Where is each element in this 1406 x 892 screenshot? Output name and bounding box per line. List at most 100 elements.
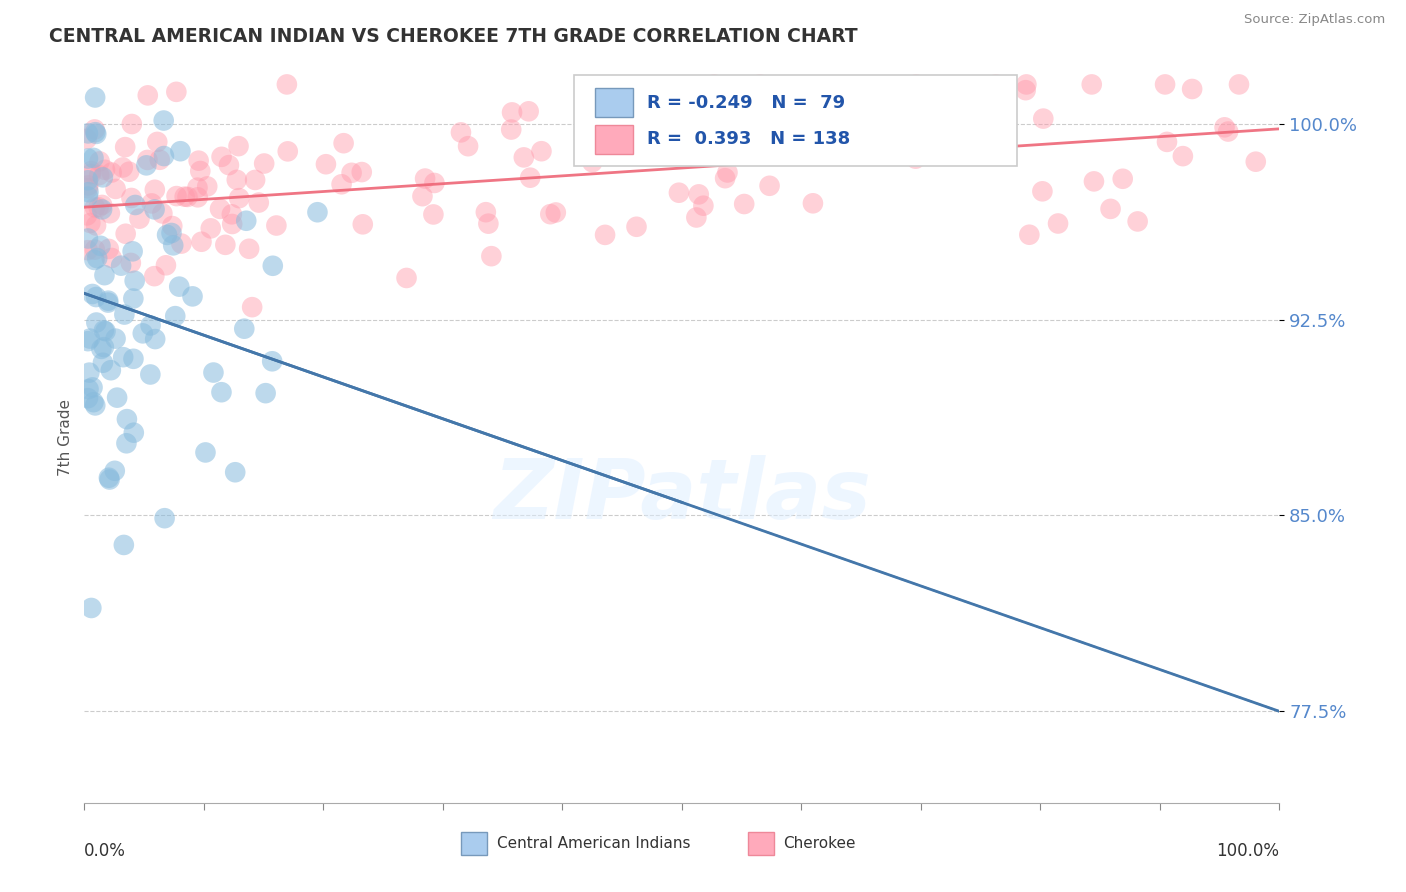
- Point: [100, 363, 122, 377]
- Point: [86, 316, 108, 330]
- Point: [188, 164, 211, 178]
- Point: [773, 128, 796, 142]
- Text: ZIPatlas: ZIPatlas: [494, 455, 870, 536]
- Point: [110, 259, 132, 273]
- Point: [89, 154, 111, 169]
- Point: [1099, 202, 1122, 216]
- Point: [97, 471, 120, 485]
- Point: [1171, 149, 1194, 163]
- Point: [181, 289, 204, 303]
- Point: [411, 189, 433, 203]
- Point: [211, 150, 233, 164]
- Point: [112, 538, 135, 552]
- Point: [1181, 82, 1204, 96]
- Point: [77, 391, 100, 405]
- Point: [97, 293, 120, 308]
- Point: [128, 211, 150, 226]
- Point: [195, 179, 218, 194]
- Point: [93, 323, 115, 337]
- Point: [716, 165, 738, 179]
- Point: [93, 268, 115, 282]
- Point: [97, 295, 120, 310]
- Point: [77, 231, 100, 245]
- Point: [315, 157, 337, 171]
- Point: [139, 318, 162, 333]
- Point: [243, 173, 266, 187]
- Point: [104, 464, 127, 478]
- Point: [120, 191, 142, 205]
- Point: [581, 155, 603, 169]
- Point: [422, 207, 444, 221]
- Point: [668, 186, 690, 200]
- Text: R = -0.249   N =  79: R = -0.249 N = 79: [647, 94, 845, 112]
- Point: [685, 211, 707, 225]
- Point: [153, 149, 176, 163]
- Point: [692, 199, 714, 213]
- Point: [173, 189, 195, 203]
- Point: [844, 78, 866, 93]
- Point: [240, 300, 263, 314]
- Point: [395, 271, 418, 285]
- Point: [143, 269, 166, 284]
- Point: [748, 78, 770, 92]
- Point: [457, 139, 479, 153]
- Point: [828, 100, 851, 114]
- Point: [169, 145, 191, 159]
- Point: [104, 182, 127, 196]
- Point: [91, 202, 114, 217]
- Point: [1014, 83, 1036, 97]
- Point: [1126, 214, 1149, 228]
- Point: [84, 125, 107, 139]
- Point: [932, 110, 955, 124]
- Point: [162, 219, 184, 233]
- Point: [160, 226, 183, 240]
- Point: [111, 161, 134, 175]
- Point: [141, 196, 163, 211]
- Y-axis label: 7th Grade: 7th Grade: [58, 399, 73, 475]
- Point: [477, 217, 499, 231]
- Point: [153, 511, 176, 525]
- Point: [77, 382, 100, 396]
- Point: [122, 425, 145, 440]
- Point: [112, 350, 135, 364]
- Point: [120, 256, 142, 270]
- Point: [1244, 154, 1267, 169]
- Point: [479, 249, 502, 263]
- Point: [77, 127, 100, 141]
- Point: [1112, 171, 1135, 186]
- FancyBboxPatch shape: [595, 125, 633, 154]
- Text: Source: ZipAtlas.com: Source: ZipAtlas.com: [1244, 13, 1385, 27]
- Point: [714, 171, 737, 186]
- Text: 100.0%: 100.0%: [1216, 842, 1279, 860]
- Text: Cherokee: Cherokee: [783, 837, 856, 851]
- Point: [166, 189, 188, 203]
- Text: R =  0.393   N = 138: R = 0.393 N = 138: [647, 130, 851, 148]
- Point: [984, 78, 1007, 92]
- Point: [235, 213, 257, 227]
- Point: [83, 243, 105, 257]
- Point: [211, 385, 233, 400]
- Point: [156, 227, 179, 242]
- Text: 0.0%: 0.0%: [84, 842, 127, 860]
- Text: Central American Indians: Central American Indians: [496, 837, 690, 851]
- Point: [330, 178, 353, 192]
- Point: [897, 136, 920, 151]
- Point: [228, 191, 250, 205]
- Point: [167, 279, 190, 293]
- Point: [187, 153, 209, 168]
- Point: [86, 251, 108, 265]
- Point: [82, 395, 104, 409]
- Point: [513, 150, 536, 164]
- Point: [114, 140, 136, 154]
- Point: [146, 135, 169, 149]
- Point: [155, 258, 177, 272]
- Point: [84, 219, 107, 233]
- Point: [233, 321, 256, 335]
- Point: [247, 195, 270, 210]
- Point: [79, 332, 101, 346]
- Point: [221, 207, 243, 221]
- Point: [593, 227, 616, 242]
- Point: [266, 219, 288, 233]
- Point: [79, 366, 101, 380]
- Point: [450, 125, 472, 139]
